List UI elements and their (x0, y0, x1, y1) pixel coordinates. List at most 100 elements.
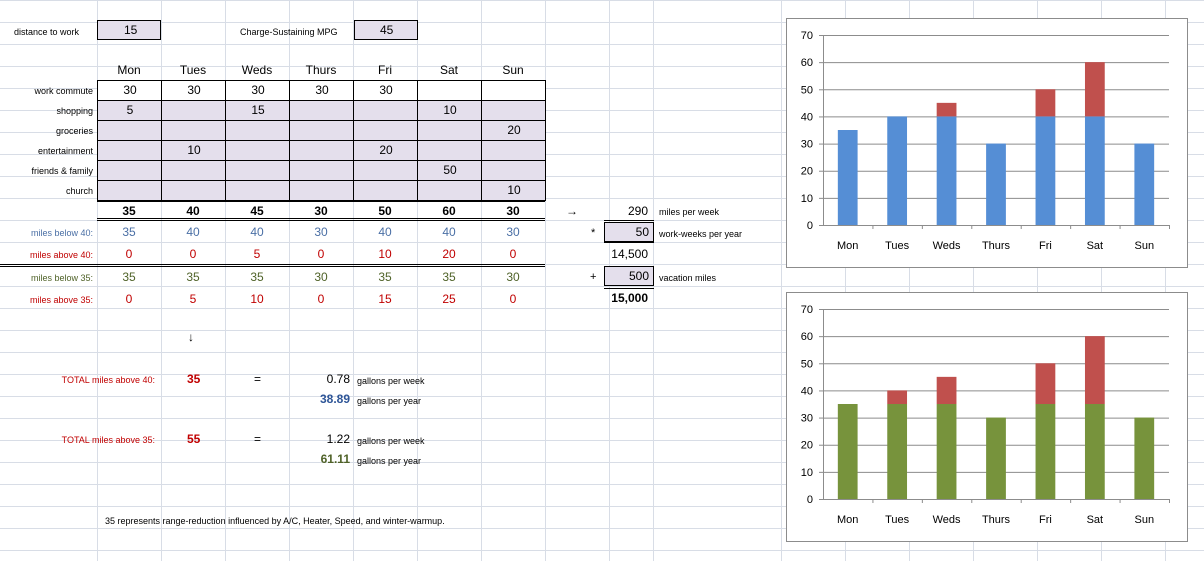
miles-input-cell[interactable] (481, 140, 546, 161)
work-weeks-input[interactable]: 50 (604, 222, 654, 242)
y-tick-label: 30 (801, 413, 813, 425)
subtotal-value: 14,500 (611, 247, 648, 261)
x-tick-label: Thurs (982, 514, 1011, 526)
miles-input-cell[interactable]: 50 (417, 160, 482, 181)
miles-input-cell[interactable] (353, 120, 418, 141)
miles-input-cell[interactable] (97, 180, 162, 201)
chart-svg: 0 10 20 30 40 50 60 70 Mon Tues Weds Thurs Fri Sat Sun (801, 304, 1170, 526)
chart-miles-below-above-35[interactable]: 0 10 20 30 40 50 60 70 Mon Tues Weds Thurs Fri Sat Sun (786, 292, 1188, 542)
mpg-label: Charge-Sustaining MPG (240, 27, 338, 37)
miles-input-cell[interactable] (417, 180, 482, 201)
miles-input-cell[interactable] (481, 160, 546, 181)
miles-input-cell[interactable] (225, 140, 290, 161)
cell-value: 30 (315, 83, 329, 97)
vacation-value: 500 (628, 269, 649, 283)
vacation-input[interactable]: 500 (604, 266, 654, 286)
x-tick-label: Weds (933, 240, 961, 252)
total35-gal-week-label: gallons per week (357, 436, 425, 446)
miles-input-cell[interactable] (289, 160, 354, 181)
miles-input-cell[interactable] (417, 80, 482, 101)
miles-input-cell[interactable] (481, 80, 546, 101)
x-tick-label: Sat (1087, 514, 1104, 526)
miles-input-cell[interactable] (289, 180, 354, 201)
miles-input-cell[interactable] (417, 140, 482, 161)
miles-above-40-value: 0 (317, 247, 325, 261)
miles-input-cell[interactable] (289, 120, 354, 141)
distance-input[interactable]: 15 (97, 20, 161, 40)
cell-value: 5 (126, 103, 134, 117)
miles-input-cell[interactable] (225, 160, 290, 181)
miles-input-cell[interactable] (353, 100, 418, 121)
day-total: 60 (442, 204, 456, 218)
y-tick-label: 40 (801, 111, 813, 123)
miles-below-40-value: 30 (314, 225, 328, 239)
miles-input-cell[interactable]: 10 (417, 100, 482, 121)
miles-input-cell[interactable]: 30 (225, 80, 290, 101)
miles-below-40-label: miles below 40: (30, 228, 93, 238)
day-total: 50 (378, 204, 392, 218)
day-header: Weds (241, 63, 273, 77)
x-tick-label: Weds (933, 514, 961, 526)
miles-input-cell[interactable]: 20 (481, 120, 546, 141)
miles-input-cell[interactable] (289, 140, 354, 161)
double-divider (0, 264, 545, 267)
miles-input-cell[interactable] (417, 120, 482, 141)
miles-per-week-label: miles per week (659, 207, 720, 217)
bar-segment (837, 404, 858, 499)
summary-line (604, 242, 654, 243)
row-label: church (65, 186, 93, 196)
total40-label: TOTAL miles above 40: (61, 375, 155, 385)
miles-input-cell[interactable] (161, 120, 226, 141)
miles-input-cell[interactable] (97, 160, 162, 181)
miles-input-cell[interactable] (353, 180, 418, 201)
miles-below-40-value: 30 (506, 225, 520, 239)
miles-input-cell[interactable] (353, 160, 418, 181)
miles-input-cell[interactable]: 10 (161, 140, 226, 161)
row-label: entertainment (37, 146, 93, 156)
chart-miles-below-above-40[interactable]: 0 10 20 30 40 50 60 70 Mon Tues Weds Thurs Fri Sat Sun (786, 18, 1188, 268)
miles-above-35-label: miles above 35: (29, 295, 93, 305)
miles-input-cell[interactable] (161, 180, 226, 201)
miles-input-cell[interactable]: 30 (161, 80, 226, 101)
x-tick-label: Mon (837, 514, 858, 526)
miles-input-cell[interactable]: 30 (353, 80, 418, 101)
cell-value: 30 (251, 83, 265, 97)
miles-input-cell[interactable] (225, 180, 290, 201)
total40-gal-year-label: gallons per year (357, 396, 422, 406)
x-tick-label: Sat (1087, 240, 1104, 252)
total35-gal-week: 1.22 (326, 432, 350, 446)
bar-segment (1084, 116, 1105, 225)
miles-input-cell[interactable] (289, 100, 354, 121)
miles-input-cell[interactable]: 10 (481, 180, 546, 201)
bar-segment (1035, 116, 1056, 225)
miles-above-40-value: 5 (253, 247, 261, 261)
miles-input-cell[interactable]: 15 (225, 100, 290, 121)
mpg-input[interactable]: 45 (354, 20, 418, 40)
day-total: 45 (250, 204, 264, 218)
miles-input-cell[interactable]: 5 (97, 100, 162, 121)
total35-equals: = (254, 432, 262, 446)
bar-segment (1035, 404, 1056, 499)
total35-gal-year: 61.11 (320, 452, 350, 466)
miles-input-cell[interactable] (161, 160, 226, 181)
bar-segment (986, 417, 1006, 499)
miles-input-cell[interactable]: 30 (97, 80, 162, 101)
bar-segment (887, 116, 908, 225)
miles-input-cell[interactable] (97, 140, 162, 161)
double-underline (97, 218, 545, 221)
x-tick-label: Thurs (982, 240, 1011, 252)
mpg-value: 45 (380, 23, 394, 37)
bar-segment (1134, 143, 1155, 225)
miles-input-cell[interactable] (225, 120, 290, 141)
miles-per-week-value: 290 (627, 204, 648, 218)
miles-below-35-value: 35 (186, 270, 200, 284)
miles-above-35-value: 10 (250, 292, 264, 306)
miles-input-cell[interactable]: 30 (289, 80, 354, 101)
miles-input-cell[interactable] (97, 120, 162, 141)
total40-gal-week-label: gallons per week (357, 376, 425, 386)
bar-segment (1084, 404, 1105, 499)
day-header: Sun (502, 63, 524, 77)
miles-input-cell[interactable]: 20 (353, 140, 418, 161)
miles-input-cell[interactable] (161, 100, 226, 121)
miles-input-cell[interactable] (481, 100, 546, 121)
